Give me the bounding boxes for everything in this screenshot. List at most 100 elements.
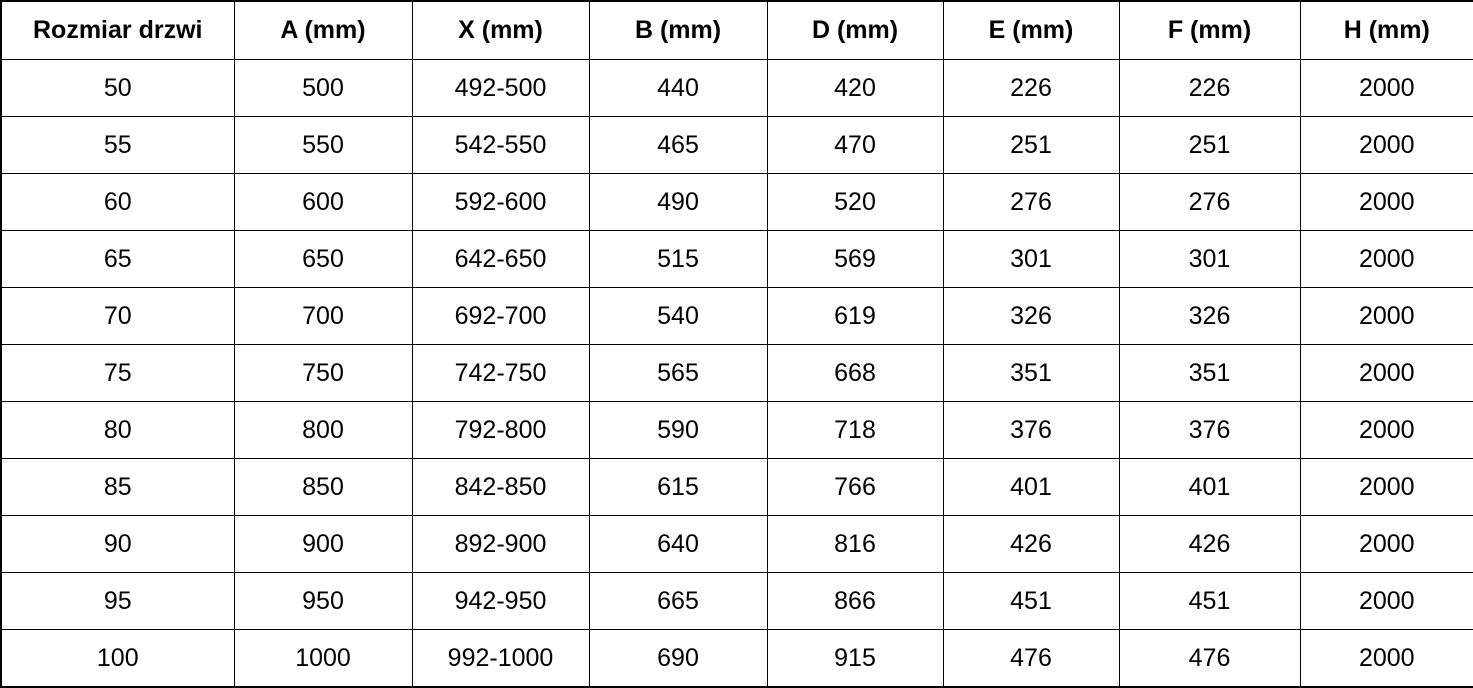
table-row: 95 950 942-950 665 866 451 451 2000 <box>0 572 1473 630</box>
table-cell: 692-700 <box>411 287 590 345</box>
table-row: 65 650 642-650 515 569 301 301 2000 <box>0 230 1473 288</box>
table-cell: 668 <box>766 344 944 402</box>
table-cell: 1000 <box>233 629 413 688</box>
table-cell: 60 <box>0 173 235 231</box>
table-cell: 301 <box>942 230 1120 288</box>
table-cell: 2000 <box>1299 116 1473 174</box>
table-cell: 65 <box>0 230 235 288</box>
table-cell: 520 <box>766 173 944 231</box>
table-row: 50 500 492-500 440 420 226 226 2000 <box>0 59 1473 117</box>
table-cell: 251 <box>942 116 1120 174</box>
column-header-x: X (mm) <box>411 0 590 60</box>
table-cell: 75 <box>0 344 235 402</box>
table-cell: 2000 <box>1299 344 1473 402</box>
table-cell: 50 <box>0 59 235 117</box>
table-cell: 401 <box>942 458 1120 516</box>
column-header-d: D (mm) <box>766 0 944 60</box>
table-row: 60 600 592-600 490 520 276 276 2000 <box>0 173 1473 231</box>
table-row: 85 850 842-850 615 766 401 401 2000 <box>0 458 1473 516</box>
table-cell: 2000 <box>1299 401 1473 459</box>
column-header-door-size: Rozmiar drzwi <box>0 0 235 60</box>
table-cell: 619 <box>766 287 944 345</box>
table-cell: 276 <box>1118 173 1301 231</box>
table-cell: 420 <box>766 59 944 117</box>
table-cell: 742-750 <box>411 344 590 402</box>
table-cell: 2000 <box>1299 458 1473 516</box>
table-cell: 70 <box>0 287 235 345</box>
table-cell: 600 <box>233 173 413 231</box>
table-cell: 470 <box>766 116 944 174</box>
table-cell: 792-800 <box>411 401 590 459</box>
table-cell: 226 <box>1118 59 1301 117</box>
table-cell: 95 <box>0 572 235 630</box>
table-cell: 100 <box>0 629 235 688</box>
table-header-row: Rozmiar drzwi A (mm) X (mm) B (mm) D (mm… <box>0 0 1473 60</box>
column-header-e: E (mm) <box>942 0 1120 60</box>
table-cell: 2000 <box>1299 629 1473 688</box>
table-cell: 650 <box>233 230 413 288</box>
table-cell: 500 <box>233 59 413 117</box>
table-cell: 900 <box>233 515 413 573</box>
table-row: 70 700 692-700 540 619 326 326 2000 <box>0 287 1473 345</box>
table-cell: 915 <box>766 629 944 688</box>
table-cell: 866 <box>766 572 944 630</box>
table-cell: 850 <box>233 458 413 516</box>
table-row: 55 550 542-550 465 470 251 251 2000 <box>0 116 1473 174</box>
table-cell: 476 <box>942 629 1120 688</box>
table-cell: 665 <box>588 572 768 630</box>
table-cell: 816 <box>766 515 944 573</box>
table-cell: 90 <box>0 515 235 573</box>
table-body: 50 500 492-500 440 420 226 226 2000 55 550 542-550… <box>0 59 1473 688</box>
table-cell: 642-650 <box>411 230 590 288</box>
table-cell: 590 <box>588 401 768 459</box>
table-row: 90 900 892-900 640 816 426 426 2000 <box>0 515 1473 573</box>
table-cell: 251 <box>1118 116 1301 174</box>
table-cell: 718 <box>766 401 944 459</box>
table-cell: 351 <box>942 344 1120 402</box>
table-cell: 476 <box>1118 629 1301 688</box>
table-cell: 842-850 <box>411 458 590 516</box>
table-cell: 592-600 <box>411 173 590 231</box>
table-row: 100 1000 992-1000 690 915 476 476 2000 <box>0 629 1473 688</box>
table-cell: 550 <box>233 116 413 174</box>
table-cell: 426 <box>942 515 1120 573</box>
table-cell: 326 <box>1118 287 1301 345</box>
table-cell: 700 <box>233 287 413 345</box>
table-cell: 615 <box>588 458 768 516</box>
table-cell: 440 <box>588 59 768 117</box>
table-cell: 301 <box>1118 230 1301 288</box>
table-cell: 2000 <box>1299 173 1473 231</box>
table-cell: 992-1000 <box>411 629 590 688</box>
table-cell: 950 <box>233 572 413 630</box>
column-header-h: H (mm) <box>1299 0 1473 60</box>
column-header-f: F (mm) <box>1118 0 1301 60</box>
table-cell: 451 <box>1118 572 1301 630</box>
table-cell: 800 <box>233 401 413 459</box>
table-cell: 565 <box>588 344 768 402</box>
table-cell: 326 <box>942 287 1120 345</box>
table-cell: 401 <box>1118 458 1301 516</box>
table-cell: 540 <box>588 287 768 345</box>
table-cell: 85 <box>0 458 235 516</box>
table-cell: 2000 <box>1299 572 1473 630</box>
table-cell: 490 <box>588 173 768 231</box>
table-cell: 465 <box>588 116 768 174</box>
table-cell: 515 <box>588 230 768 288</box>
table-cell: 351 <box>1118 344 1301 402</box>
column-header-a: A (mm) <box>233 0 413 60</box>
table-cell: 492-500 <box>411 59 590 117</box>
table-cell: 80 <box>0 401 235 459</box>
table-cell: 542-550 <box>411 116 590 174</box>
table-row: 80 800 792-800 590 718 376 376 2000 <box>0 401 1473 459</box>
table-cell: 2000 <box>1299 287 1473 345</box>
table-cell: 2000 <box>1299 515 1473 573</box>
table-cell: 426 <box>1118 515 1301 573</box>
table-cell: 766 <box>766 458 944 516</box>
table-cell: 2000 <box>1299 230 1473 288</box>
table-cell: 55 <box>0 116 235 174</box>
table-cell: 569 <box>766 230 944 288</box>
table-cell: 892-900 <box>411 515 590 573</box>
table-cell: 276 <box>942 173 1120 231</box>
table-cell: 750 <box>233 344 413 402</box>
table-cell: 2000 <box>1299 59 1473 117</box>
